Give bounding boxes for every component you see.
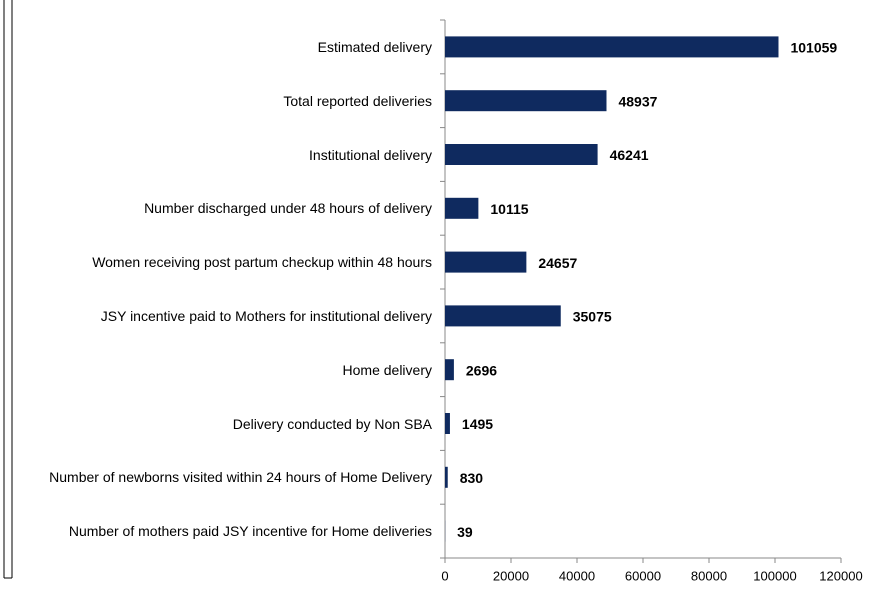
category-label: Institutional delivery	[309, 146, 432, 163]
category-label-box: Delivery conducted by Non SBA	[20, 399, 432, 449]
bar	[445, 359, 454, 381]
value-label: 1495	[462, 416, 493, 432]
value-label: 24657	[538, 255, 577, 271]
category-label-box: Home delivery	[20, 345, 432, 395]
value-label: 48937	[618, 93, 657, 109]
x-tick-label: 80000	[691, 568, 727, 583]
x-tick-label: 20000	[493, 568, 529, 583]
x-tick-label: 40000	[559, 568, 595, 583]
category-label: Delivery conducted by Non SBA	[232, 415, 432, 432]
bar	[445, 466, 448, 488]
value-label: 46241	[610, 147, 649, 163]
bar	[445, 90, 607, 112]
bar	[445, 36, 779, 58]
x-tick-label: 100000	[753, 568, 796, 583]
category-label-box: JSY incentive paid to Mothers for instit…	[20, 291, 432, 341]
bar	[445, 413, 450, 434]
value-label: 101059	[790, 40, 837, 56]
value-label: 2696	[466, 362, 497, 378]
category-label: JSY incentive paid to Mothers for instit…	[100, 307, 432, 324]
value-label: 35075	[573, 309, 612, 325]
bar	[445, 305, 561, 327]
category-label-box: Total reported deliveries	[20, 76, 432, 126]
category-label-box: Number discharged under 48 hours of deli…	[20, 183, 432, 233]
category-label: Home delivery	[342, 361, 432, 378]
value-label: 830	[460, 470, 484, 486]
category-label-box: Women receiving post partum checkup with…	[20, 237, 432, 287]
x-tick-label: 120000	[819, 568, 862, 583]
value-label: 10115	[490, 201, 528, 217]
x-tick-label: 60000	[625, 568, 661, 583]
category-label: Estimated delivery	[317, 38, 432, 55]
value-label: 39	[457, 524, 473, 540]
category-label: Total reported deliveries	[283, 92, 432, 109]
bar	[445, 144, 598, 165]
category-label: Number of newborns visited within 24 hou…	[49, 469, 432, 486]
bar	[445, 251, 527, 273]
category-label: Number of mothers paid JSY incentive for…	[68, 523, 432, 540]
category-label-box: Institutional delivery	[20, 130, 432, 180]
category-label: Number discharged under 48 hours of deli…	[144, 200, 432, 217]
category-label-box: Number of mothers paid JSY incentive for…	[20, 506, 432, 556]
x-tick-label: 0	[441, 568, 448, 583]
bar	[445, 197, 479, 219]
category-label: Women receiving post partum checkup with…	[92, 254, 432, 271]
category-label-box: Number of newborns visited within 24 hou…	[20, 452, 432, 502]
category-label-box: Estimated delivery	[20, 22, 432, 72]
